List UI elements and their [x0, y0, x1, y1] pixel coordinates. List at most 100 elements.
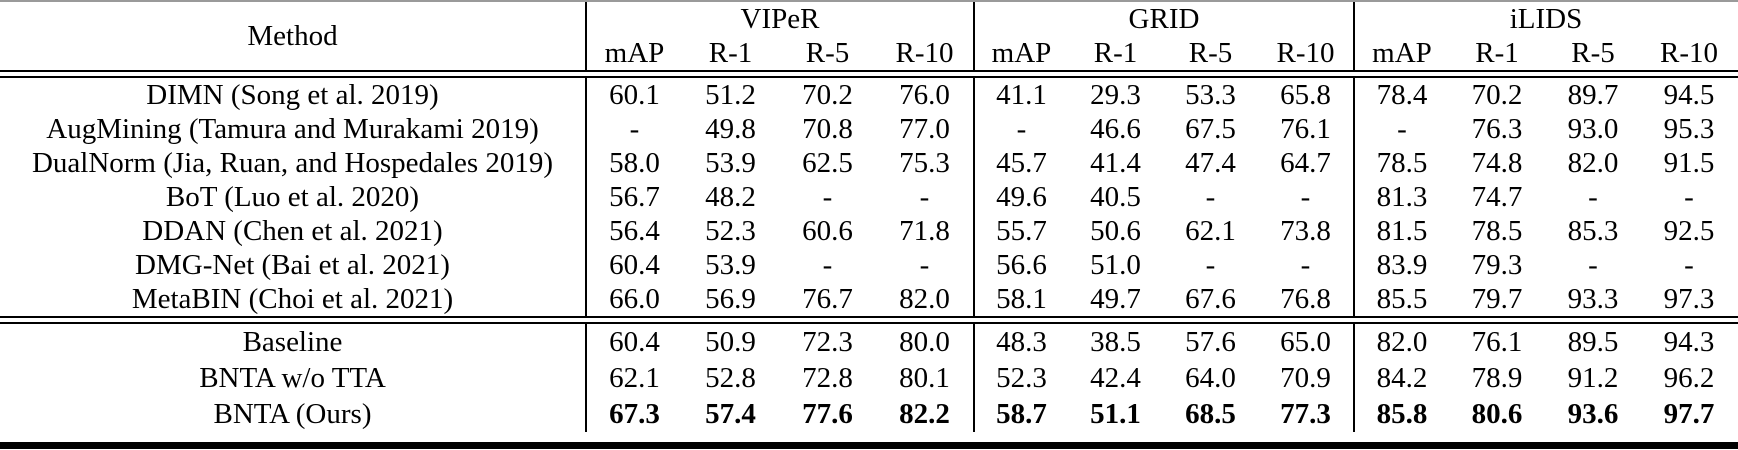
value-cell: 49.7: [1090, 282, 1141, 315]
value-cell: -: [585, 112, 682, 146]
column-header-grid-r10: R-10: [1276, 36, 1335, 69]
value-cell: 58.1: [973, 282, 1068, 316]
value-cell: 67.6: [1185, 282, 1236, 315]
value-cell: 76.3: [1471, 112, 1523, 145]
group-header-ilids: iLIDS: [1353, 2, 1737, 36]
value-cell: 82.0: [1353, 324, 1449, 360]
column-header-ilids-r1: R-1: [1475, 36, 1519, 69]
value-cell: -: [973, 112, 1068, 146]
value-cell: 76.8: [1280, 282, 1331, 315]
value-cell: -: [1353, 112, 1449, 146]
value-cell: 80.0: [899, 325, 950, 358]
column-header-ilids-r10: R-10: [1660, 36, 1718, 69]
table-body-ours: Baseline 60.4 50.9 72.3 80.0 48.3 38.5 57.6 65.0…: [0, 324, 1738, 432]
value-cell: 77.0: [899, 112, 950, 145]
value-cell: 93.3: [1567, 282, 1619, 315]
value-cell: 40.5: [1090, 180, 1141, 213]
value-cell: 96.2: [1663, 361, 1715, 394]
column-header-ilids-r5: R-5: [1571, 36, 1615, 69]
value-cell: 80.1: [899, 361, 950, 394]
value-cell: 93.6: [1567, 397, 1619, 430]
value-cell: 65.0: [1280, 325, 1331, 358]
method-cell: BNTA w/o TTA: [199, 361, 386, 394]
value-cell: -: [1300, 248, 1311, 281]
value-cell: 89.5: [1567, 325, 1619, 358]
value-cell: 52.8: [705, 361, 756, 394]
value-cell: 91.5: [1663, 146, 1715, 179]
column-header-ilids-map: mAP: [1353, 36, 1449, 70]
value-cell: 76.0: [899, 78, 950, 111]
value-cell: 51.2: [705, 78, 756, 111]
value-cell: 60.4: [585, 248, 682, 282]
value-cell: 78.4: [1353, 78, 1449, 112]
value-cell: 58.7: [973, 396, 1068, 432]
value-cell: 72.8: [802, 361, 853, 394]
value-cell: -: [1588, 248, 1598, 281]
value-cell: 73.8: [1280, 214, 1331, 247]
column-header-viper-map: mAP: [585, 36, 682, 70]
value-cell: 62.1: [1185, 214, 1236, 247]
value-cell: 62.5: [802, 146, 853, 179]
value-cell: 57.4: [705, 397, 756, 430]
value-cell: 41.1: [973, 78, 1068, 112]
table-header: Method VIPeR GRID iLIDS mAP R-1 R-5 R-10…: [0, 2, 1738, 70]
value-cell: 75.3: [899, 146, 950, 179]
value-cell: -: [1684, 248, 1694, 281]
value-cell: 79.7: [1471, 282, 1523, 315]
column-header-method: Method: [247, 19, 338, 52]
value-cell: 42.4: [1090, 361, 1141, 394]
value-cell: 81.3: [1353, 180, 1449, 214]
value-cell: 70.2: [802, 78, 853, 111]
value-cell: 93.0: [1567, 112, 1619, 145]
value-cell: 82.2: [899, 397, 950, 430]
value-cell: 78.5: [1353, 146, 1449, 180]
value-cell: 29.3: [1090, 78, 1141, 111]
value-cell: 53.9: [705, 248, 756, 281]
value-cell: -: [1300, 180, 1311, 213]
value-cell: 46.6: [1090, 112, 1141, 145]
value-cell: 65.8: [1280, 78, 1331, 111]
value-cell: 47.4: [1185, 146, 1236, 179]
value-cell: 62.1: [585, 360, 682, 396]
value-cell: 38.5: [1090, 325, 1141, 358]
method-cell: DIMN (Song et al. 2019): [146, 78, 439, 111]
column-header-grid-r1: R-1: [1093, 36, 1138, 69]
value-cell: -: [919, 248, 930, 281]
value-cell: 52.3: [705, 214, 756, 247]
value-cell: 55.7: [973, 214, 1068, 248]
value-cell: 76.7: [802, 282, 853, 315]
method-cell: Baseline: [242, 325, 343, 358]
value-cell: 51.0: [1090, 248, 1141, 281]
value-cell: 85.8: [1353, 396, 1449, 432]
value-cell: 82.0: [1567, 146, 1619, 179]
method-cell: DualNorm (Jia, Ruan, and Hospedales 2019…: [31, 146, 554, 179]
value-cell: 70.8: [802, 112, 853, 145]
value-cell: 95.3: [1663, 112, 1715, 145]
method-cell: BoT (Luo et al. 2020): [165, 180, 420, 213]
value-cell: 56.9: [705, 282, 756, 315]
value-cell: 60.4: [585, 324, 682, 360]
value-cell: 52.3: [973, 360, 1068, 396]
value-cell: 94.3: [1663, 325, 1715, 358]
value-cell: 48.2: [705, 180, 756, 213]
method-cell: DMG-Net (Bai et al. 2021): [135, 248, 450, 281]
method-cell: DDAN (Chen et al. 2021): [142, 214, 443, 247]
value-cell: 50.6: [1090, 214, 1141, 247]
value-cell: 41.4: [1090, 146, 1141, 179]
value-cell: 78.9: [1471, 361, 1523, 394]
value-cell: 97.7: [1663, 397, 1715, 430]
value-cell: -: [1684, 180, 1694, 213]
method-cell: BNTA (Ours): [213, 397, 372, 430]
value-cell: 89.7: [1567, 78, 1619, 111]
value-cell: 68.5: [1185, 397, 1236, 430]
value-cell: 84.2: [1353, 360, 1449, 396]
value-cell: 91.2: [1567, 361, 1619, 394]
value-cell: 67.3: [585, 396, 682, 432]
value-cell: 53.9: [705, 146, 756, 179]
value-cell: 45.7: [973, 146, 1068, 180]
value-cell: 49.6: [973, 180, 1068, 214]
method-cell: MetaBIN (Choi et al. 2021): [131, 282, 454, 315]
value-cell: 81.5: [1353, 214, 1449, 248]
value-cell: 66.0: [585, 282, 682, 316]
